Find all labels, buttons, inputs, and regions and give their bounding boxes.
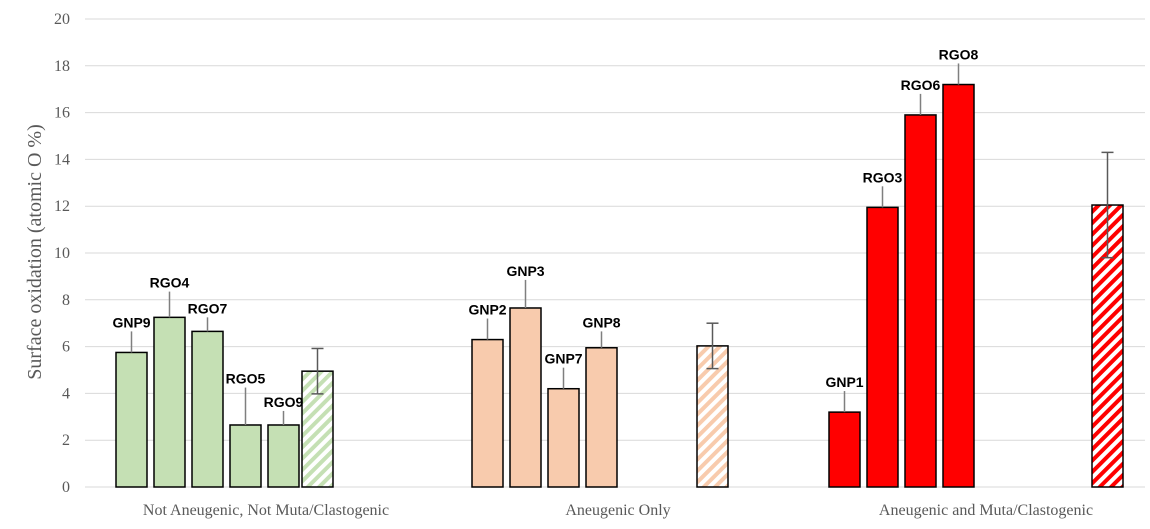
bar-label: RGO5 xyxy=(226,371,266,387)
bar-rgo9 xyxy=(267,424,300,488)
y-tick-label: 18 xyxy=(54,58,70,75)
bar-rgo8 xyxy=(942,83,975,488)
y-axis-ticks: 0 2 4 6 8 10 12 14 16 18 20 xyxy=(54,11,70,496)
bar-label: GNP2 xyxy=(468,302,506,318)
y-tick-label: 14 xyxy=(54,151,70,168)
bar-rgo7 xyxy=(191,330,224,488)
bar-rgo5 xyxy=(229,424,262,488)
y-tick-label: 20 xyxy=(54,11,70,28)
bar-labels: GNP9 RGO4 RGO7 RGO5 RGO9 GNP2 GNP3 GNP7 GNP8 GNP1… xyxy=(112,46,978,409)
bar-rgo4 xyxy=(153,316,186,488)
bar-label: RGO4 xyxy=(150,275,190,291)
bar-label: RGO9 xyxy=(264,394,304,410)
bar-gnp7 xyxy=(547,387,580,488)
bar-gnp8 xyxy=(585,347,618,488)
y-tick-label: 12 xyxy=(54,198,70,215)
bar-gnp3 xyxy=(509,307,542,488)
y-tick-label: 2 xyxy=(62,432,70,449)
y-tick-label: 16 xyxy=(54,105,70,122)
bar-label: RGO7 xyxy=(188,300,228,316)
bar-label: GNP1 xyxy=(825,374,863,390)
bar-label: RGO3 xyxy=(863,169,903,185)
bar-gnp2 xyxy=(471,338,504,488)
bar-label: GNP7 xyxy=(544,351,582,367)
y-tick-label: 0 xyxy=(62,479,70,496)
category-label: Aneugenic Only xyxy=(565,502,670,519)
bar-rgo6 xyxy=(904,114,937,488)
y-tick-label: 4 xyxy=(62,385,70,402)
bar-label: GNP3 xyxy=(506,263,544,279)
bar-label: RGO8 xyxy=(939,46,979,62)
y-tick-label: 6 xyxy=(62,339,70,356)
bar-label: RGO6 xyxy=(901,77,941,93)
bar-rgo3 xyxy=(866,206,899,488)
y-axis-title: Surface oxidation (atomic O %) xyxy=(24,124,46,379)
bar-label: GNP8 xyxy=(582,314,620,330)
bar-label: GNP9 xyxy=(112,314,150,330)
bar-gnp1 xyxy=(828,411,861,488)
y-tick-label: 10 xyxy=(54,245,70,262)
mean-bar xyxy=(696,345,729,488)
category-label: Aneugenic and Muta/Clastogenic xyxy=(879,502,1093,519)
error-bars xyxy=(130,63,1114,425)
bars xyxy=(115,83,1124,488)
category-label: Not Aneugenic, Not Muta/Clastogenic xyxy=(143,502,389,519)
y-tick-label: 8 xyxy=(62,292,70,309)
category-labels: Not Aneugenic, Not Muta/Clastogenic Aneug… xyxy=(143,502,1093,519)
bar-gnp9 xyxy=(115,351,148,488)
